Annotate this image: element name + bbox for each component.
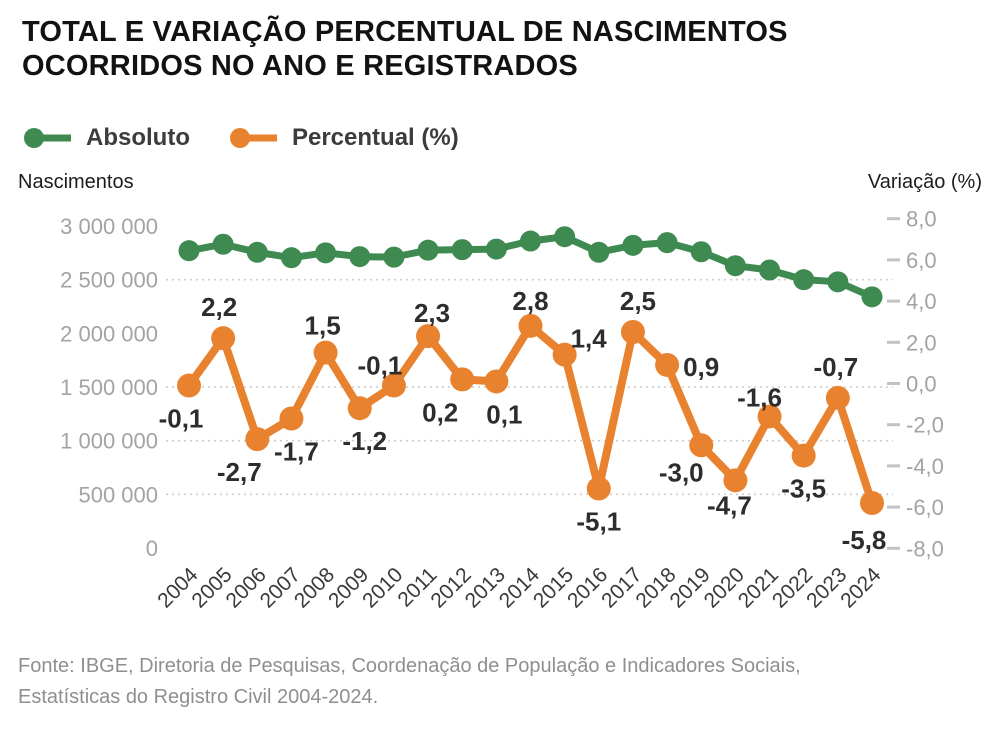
- percentual-point-label: 2,8: [512, 286, 548, 316]
- percentual-point-label: -0,1: [357, 351, 402, 381]
- percentual-point-label: -5,8: [842, 525, 887, 555]
- left-axis-tick-label: 500 000: [78, 482, 158, 507]
- absoluto-point: [588, 241, 610, 263]
- absoluto-point: [724, 255, 746, 277]
- right-axis-tick-label: 8,0: [906, 207, 937, 232]
- percentual-point: [825, 385, 850, 410]
- absoluto-point: [520, 230, 541, 252]
- absoluto-point: [690, 241, 712, 263]
- legend-label-absoluto: Absoluto: [86, 124, 190, 151]
- percentual-point-label: -4,7: [707, 490, 752, 520]
- source-note-line1: Fonte: IBGE, Diretoria de Pesquisas, Coo…: [18, 655, 801, 677]
- percentual-point-label: -3,5: [781, 474, 826, 504]
- absoluto-point: [759, 259, 781, 281]
- absoluto-point: [417, 239, 439, 261]
- percentual-point: [484, 369, 509, 394]
- percentual-point: [620, 320, 645, 344]
- percentual-point: [177, 373, 201, 398]
- absoluto-point: [212, 233, 234, 255]
- percentual-point-label: 2,2: [201, 292, 237, 322]
- percentual-point: [552, 342, 577, 367]
- percentual-point-label: 1,5: [305, 311, 341, 341]
- absoluto-point: [451, 239, 473, 261]
- percentual-series-marker-icon: [229, 128, 277, 148]
- absoluto-point: [861, 286, 883, 308]
- percentual-point-label: 0,9: [683, 352, 719, 382]
- source-note: Fonte: IBGE, Diretoria de Pesquisas, Coo…: [18, 651, 801, 713]
- absoluto-point: [622, 234, 644, 256]
- percentual-point: [791, 443, 816, 468]
- percentual-point-label: -0,1: [159, 404, 204, 434]
- absoluto-point: [280, 247, 302, 269]
- left-axis-tick-label: 1 000 000: [60, 429, 158, 454]
- left-axis-tick-label: 1 500 000: [60, 375, 158, 400]
- absoluto-point: [178, 240, 200, 262]
- percentual-point-label: -0,7: [813, 352, 858, 382]
- right-axis-tick-label: 0,0: [906, 372, 937, 397]
- legend-item-percentual: Percentual (%): [226, 124, 459, 152]
- right-axis-tick-label: -6,0: [906, 495, 944, 520]
- legend-item-absoluto: Absoluto: [20, 124, 190, 152]
- percentual-point-label: -1,2: [342, 426, 387, 456]
- percentual-point: [347, 396, 372, 421]
- chart-title-line2: OCORRIDOS NO ANO E REGISTRADOS: [22, 49, 578, 82]
- percentual-point: [450, 367, 475, 392]
- percentual-point-label: 0,2: [422, 397, 458, 427]
- left-axis-tick-label: 2 000 000: [60, 321, 158, 346]
- x-axis-label: 2024: [836, 563, 886, 613]
- percentual-point: [757, 404, 782, 429]
- percentual-point: [245, 427, 270, 452]
- chart-title: TOTAL E VARIAÇÃO PERCENTUAL DE NASCIMENT…: [22, 16, 788, 83]
- absoluto-point: [554, 226, 576, 248]
- percentual-point-label: -5,1: [576, 507, 621, 537]
- right-axis-tick-label: -4,0: [906, 454, 944, 479]
- percentual-point: [211, 326, 236, 351]
- chart-title-line1: TOTAL E VARIAÇÃO PERCENTUAL DE NASCIMENT…: [22, 16, 788, 48]
- chart-svg: 0 500 000 1 000 000 1 500 000 2 000 000 2 500…: [60, 207, 944, 613]
- percentual-point: [723, 468, 748, 493]
- percentual-point-label: -2,7: [217, 457, 262, 487]
- legend-label-percentual: Percentual (%): [291, 124, 459, 151]
- absoluto-point: [315, 242, 337, 264]
- absoluto-point: [349, 246, 371, 268]
- percentual-point: [689, 433, 714, 458]
- absoluto-point: [485, 238, 507, 260]
- percentual-point-label: -1,6: [737, 382, 782, 412]
- percentual-point: [381, 373, 406, 398]
- percentual-point: [860, 490, 884, 515]
- absoluto-point: [793, 269, 815, 291]
- legend: Absoluto Percentual (%): [20, 124, 459, 152]
- absoluto-point: [656, 232, 678, 254]
- percentual-point-label: 2,5: [620, 286, 656, 316]
- right-axis-title: Variação (%): [867, 171, 982, 193]
- percentual-point-label: 0,1: [486, 399, 522, 429]
- percentual-point: [655, 352, 680, 377]
- percentual-point-label: 1,4: [571, 324, 608, 354]
- chart-area: 0 500 000 1 000 000 1 500 000 2 000 000 2 500…: [0, 200, 1000, 645]
- absoluto-point: [383, 246, 405, 268]
- percentual-point: [518, 313, 543, 338]
- left-axis-tick-label: 3 000 000: [60, 214, 158, 239]
- right-axis-tick-label: 6,0: [906, 248, 937, 273]
- right-axis-tick-label: 2,0: [906, 330, 937, 355]
- absoluto-point: [827, 271, 849, 293]
- percentual-point: [416, 324, 441, 349]
- left-axis-tick-label: 0: [146, 536, 158, 561]
- percentual-point: [313, 340, 338, 365]
- percentual-point: [279, 406, 304, 431]
- percentual-point-label: 2,3: [414, 298, 450, 328]
- right-axis-tick-label: 4,0: [906, 289, 937, 314]
- absoluto-series-marker-icon: [24, 128, 71, 148]
- right-axis-tick-label: -2,0: [906, 413, 944, 438]
- percentual-point: [586, 476, 611, 501]
- percentual-point-label: -3,0: [659, 457, 704, 487]
- left-axis-tick-label: 2 500 000: [60, 268, 158, 293]
- right-axis-tick-label: -8,0: [906, 536, 944, 561]
- source-note-line2: Estatísticas do Registro Civil 2004-2024…: [18, 686, 379, 708]
- left-axis-title: Nascimentos: [18, 171, 134, 193]
- percentual-point-label: -1,7: [274, 437, 319, 467]
- absoluto-point: [246, 241, 268, 263]
